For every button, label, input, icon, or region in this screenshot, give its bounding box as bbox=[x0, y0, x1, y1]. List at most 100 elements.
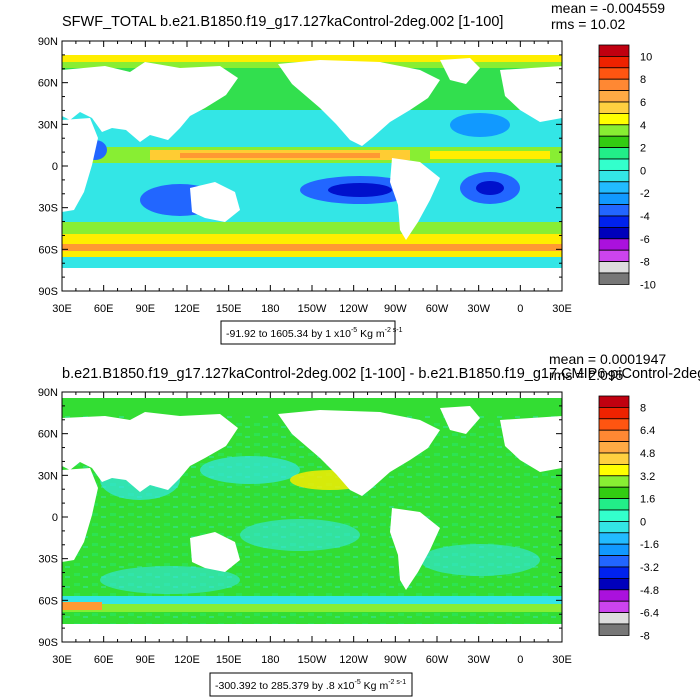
landmass-australia bbox=[190, 532, 240, 572]
landmass-south-america bbox=[390, 158, 440, 240]
colorbar-swatch bbox=[598, 429, 630, 443]
colorbar-swatch bbox=[598, 612, 630, 625]
x-tick-label: 150W bbox=[298, 303, 327, 315]
y-tick-label: 90N bbox=[38, 36, 58, 48]
x-tick-label: 180 bbox=[261, 654, 279, 666]
x-ticks: 30E 60E 90E 120E 150E 180 150W 120W 90W 60W 30W 0 30… bbox=[52, 41, 572, 315]
colorbar-swatch bbox=[598, 452, 630, 465]
x-tick-label: 60W bbox=[426, 654, 449, 666]
y-tick-label: 60N bbox=[38, 429, 58, 441]
colorbar-label: -10 bbox=[640, 279, 656, 291]
southern-band bbox=[62, 251, 562, 257]
colorbar-swatch bbox=[598, 158, 630, 171]
colorbar-label: -8 bbox=[640, 630, 650, 642]
x-tick-label: 30W bbox=[467, 654, 490, 666]
range-note-top: -91.92 to 1605.34 by 1 x10-5 Kg m-2 s-1 bbox=[220, 320, 403, 345]
panel-top-mean: mean = -0.004559 bbox=[551, 0, 665, 16]
panel-bottom-mean: mean = 0.0001947 bbox=[549, 351, 666, 367]
y-tick-label: 30S bbox=[38, 554, 58, 566]
y-tick-label: 90S bbox=[38, 637, 58, 649]
colorbar-swatch bbox=[598, 498, 630, 511]
range-note-unit: Kg m bbox=[361, 680, 389, 692]
colorbar-swatch bbox=[598, 124, 630, 137]
x-tick-label: 30E bbox=[552, 303, 572, 315]
colorbar-swatch bbox=[598, 67, 630, 80]
range-note-bottom: -300.392 to 285.379 by .8 x10-5 Kg m-2 s… bbox=[209, 672, 413, 697]
colorbar-label: 0 bbox=[640, 516, 646, 528]
range-note-exp: -5 bbox=[355, 679, 361, 686]
colorbar-swatch bbox=[598, 204, 630, 217]
colorbar-swatch bbox=[598, 215, 630, 228]
colorbar-swatch bbox=[598, 226, 630, 240]
southern-band bbox=[62, 257, 562, 270]
colorbar-swatch bbox=[598, 101, 630, 114]
x-tick-label: 120E bbox=[174, 303, 200, 315]
subtropical-low bbox=[328, 183, 392, 197]
colorbar-bottom: 8 6.4 4.8 3.2 1.6 0 -1.6 -3.2 -4.8 -6.4 -8 bbox=[598, 395, 659, 642]
x-tick-label: 30E bbox=[552, 654, 572, 666]
range-note-unit: Kg m bbox=[357, 328, 385, 340]
y-tick-label: 30N bbox=[38, 470, 58, 482]
colorbar-label: -2 bbox=[640, 188, 650, 200]
colorbar-top: 10 8 6 4 2 0 -2 -4 -6 -8 -10 bbox=[598, 44, 656, 291]
colorbar-label: -6.4 bbox=[640, 608, 659, 620]
x-tick-label: 150W bbox=[298, 654, 327, 666]
map-bottom: 30E 60E 90E 120E 150E 180 150W 120W 90W 60W 30W 0 30… bbox=[38, 387, 572, 666]
colorbar-swatch bbox=[598, 113, 630, 126]
colorbar-swatch bbox=[598, 147, 630, 160]
anomaly-patch bbox=[100, 566, 240, 594]
y-ticks: 90N 60N 30N 0 30S 60S 90S bbox=[38, 387, 562, 649]
colorbar-swatch bbox=[598, 406, 630, 420]
arctic-strip bbox=[62, 398, 562, 416]
svg-text:-91.92 to 1605.34 by 1 x10-5 K: -91.92 to 1605.34 by 1 x10-5 Kg m-2 s-1 bbox=[226, 327, 403, 340]
colorbar-swatch bbox=[598, 486, 630, 500]
colorbar-swatch bbox=[598, 395, 630, 408]
subtropical-low bbox=[476, 181, 504, 195]
x-tick-label: 90W bbox=[384, 303, 407, 315]
landmass-eurasia bbox=[62, 412, 238, 492]
colorbar-swatch bbox=[598, 90, 630, 103]
colorbar-label: -3.2 bbox=[640, 562, 659, 574]
colorbar-swatch bbox=[598, 78, 630, 91]
southern-band bbox=[62, 602, 102, 610]
x-tick-label: 150E bbox=[216, 654, 242, 666]
x-tick-label: 30E bbox=[52, 654, 72, 666]
colorbar-label: 6 bbox=[640, 97, 646, 109]
range-note-exp: -2 s-1 bbox=[388, 679, 406, 686]
colorbar-label: -8 bbox=[640, 257, 650, 269]
y-tick-label: 30N bbox=[38, 119, 58, 131]
colorbar-swatch bbox=[598, 249, 630, 262]
y-tick-label: 90N bbox=[38, 387, 58, 399]
x-tick-label: 60E bbox=[94, 303, 114, 315]
panel-top: SFWF_TOTAL b.e21.B1850.f19_g17.127kaCont… bbox=[38, 0, 665, 345]
subtropical-low bbox=[450, 113, 510, 137]
southern-band bbox=[62, 604, 562, 612]
map-top: 30E 60E 90E 120E 150E 180 150W 120W 90W 60W 30W 0 30… bbox=[38, 36, 572, 315]
colorbar-label: 0 bbox=[640, 165, 646, 177]
southern-band bbox=[62, 234, 562, 244]
colorbar-label: 3.2 bbox=[640, 471, 655, 483]
y-tick-label: 60S bbox=[38, 244, 58, 256]
itcz-band bbox=[430, 151, 550, 159]
range-note-text: -91.92 to 1605.34 by 1 x10 bbox=[226, 328, 351, 340]
landmass-africa bbox=[62, 468, 98, 562]
colorbar-swatch bbox=[598, 475, 630, 488]
x-tick-label: 0 bbox=[517, 303, 523, 315]
southern-band bbox=[62, 596, 562, 604]
colorbar-swatch bbox=[598, 623, 630, 636]
colorbar-label: 4 bbox=[640, 120, 646, 132]
colorbar-swatch bbox=[598, 578, 630, 591]
colorbar-swatch bbox=[598, 441, 630, 454]
colorbar-label: 1.6 bbox=[640, 494, 655, 506]
colorbar-swatch bbox=[598, 169, 630, 183]
range-note-exp: -2 s-1 bbox=[385, 327, 403, 334]
colorbar-swatch bbox=[598, 543, 630, 557]
x-tick-label: 180 bbox=[261, 303, 279, 315]
panel-top-title: SFWF_TOTAL b.e21.B1850.f19_g17.127kaCont… bbox=[62, 14, 503, 30]
colorbar-label: 4.8 bbox=[640, 448, 655, 460]
range-note-exp: -5 bbox=[351, 327, 357, 334]
landmass-europe-atl bbox=[500, 416, 562, 472]
y-tick-label: 60S bbox=[38, 595, 58, 607]
x-tick-label: 30E bbox=[52, 303, 72, 315]
colorbar-label: -1.6 bbox=[640, 539, 659, 551]
